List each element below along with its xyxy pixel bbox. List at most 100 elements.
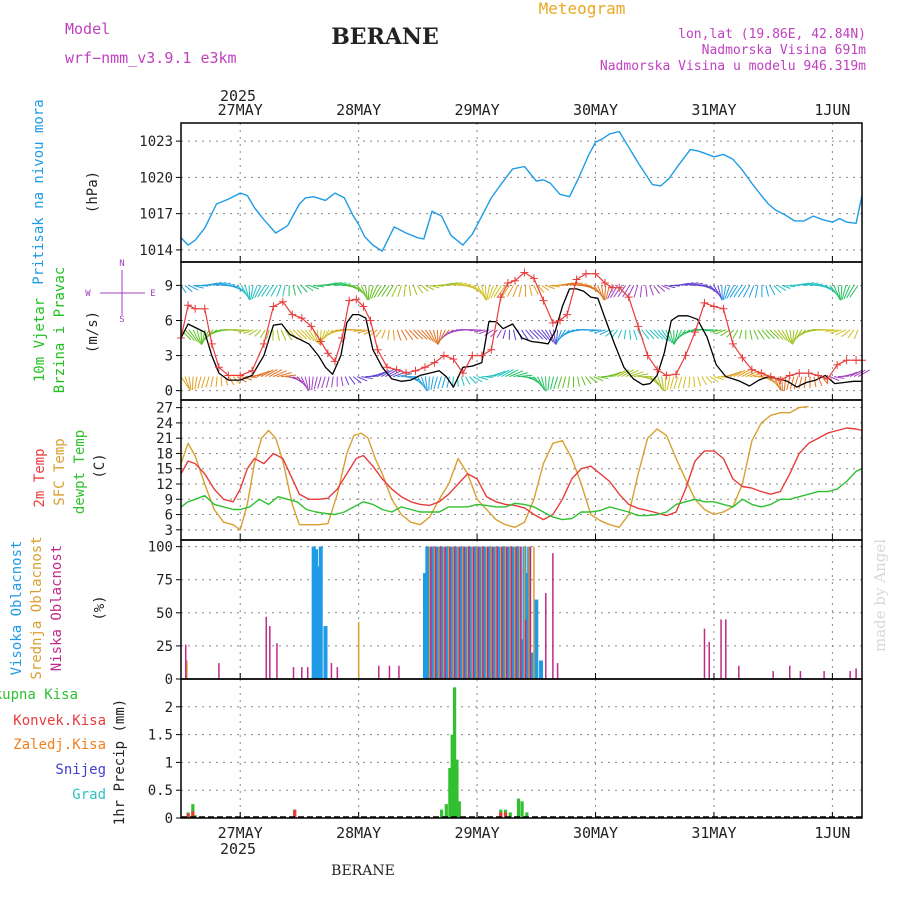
wind-arrow xyxy=(585,376,592,385)
wind-arrow xyxy=(846,285,855,299)
wind-arrow xyxy=(605,329,614,337)
wind-arrow xyxy=(385,369,398,378)
wind-arrow xyxy=(666,376,671,391)
cloud-bar-low xyxy=(269,626,271,679)
product-title: Meteogram xyxy=(539,0,626,18)
wind-arrow xyxy=(424,376,428,391)
wind-arrow xyxy=(713,285,722,299)
cloud-bar-low xyxy=(472,546,475,679)
precip-ytick-label: 1.5 xyxy=(148,728,173,744)
wind-gust-marker xyxy=(411,366,420,375)
wind-arrow xyxy=(313,376,318,390)
wind-arrow xyxy=(521,329,529,340)
wind-arrow xyxy=(192,376,194,391)
wind-arrow xyxy=(697,376,702,387)
cloud-bar-low xyxy=(477,546,480,679)
cloud-bar-high xyxy=(472,546,477,679)
bottom-day-label: 1JUN xyxy=(814,824,850,842)
wind-gust-marker xyxy=(207,339,216,348)
wind-arrow xyxy=(296,329,308,340)
wind-arrow xyxy=(769,285,776,296)
wind-gust-marker xyxy=(700,298,709,307)
wind-arrow xyxy=(809,283,824,286)
cloud-bar-high xyxy=(439,546,444,679)
footer-location: BERANE xyxy=(331,863,395,879)
cloud-bar-high xyxy=(318,546,323,679)
wind-gust-marker xyxy=(359,302,368,311)
cloud-bar-low xyxy=(265,616,268,679)
wind-arrow xyxy=(561,282,574,286)
wind-gust-marker xyxy=(487,345,496,354)
wind-arrow xyxy=(403,285,406,297)
wind-arrow xyxy=(356,285,367,298)
wind-arrow xyxy=(661,329,671,342)
top-day-label: 28MAY xyxy=(336,101,381,119)
wind-arrow xyxy=(545,376,547,391)
precip-panel: 0 0.5 1 1.5 2 xyxy=(148,679,862,827)
wind-gust-marker xyxy=(236,371,245,380)
wind-arrow xyxy=(853,369,866,378)
wind-arrow xyxy=(841,285,847,300)
wind-arrow xyxy=(248,285,251,301)
wind-gust-marker xyxy=(269,302,278,311)
wind-gust-marker xyxy=(672,370,681,379)
cloud-bar-high xyxy=(463,546,468,679)
wind-gust-marker xyxy=(591,269,600,278)
wind-arrow xyxy=(196,329,202,345)
temperature-ytick-label: 9 xyxy=(165,492,173,508)
wind-arrow xyxy=(713,376,724,381)
temperature-ytick-label: 21 xyxy=(156,431,173,447)
wind-arrow xyxy=(729,370,742,378)
cloud-bar-low xyxy=(336,667,339,679)
wind-gust-marker xyxy=(439,351,448,360)
wind-unit: (m/s) xyxy=(85,311,101,353)
wind-arrow xyxy=(633,285,639,298)
cloud-bar-low xyxy=(515,546,517,679)
wind-arrow xyxy=(549,284,560,288)
wind-arrow xyxy=(184,376,191,391)
wind-arrow xyxy=(705,329,718,332)
wind-arrow xyxy=(256,370,270,378)
wind-arrow xyxy=(537,329,548,341)
wind-arrow xyxy=(729,285,739,298)
wind-arrow xyxy=(400,329,408,341)
precip-bar-total xyxy=(457,801,461,818)
cloud-bar-low xyxy=(378,665,380,679)
wind-arrow xyxy=(188,376,192,391)
cloud-bar-low xyxy=(486,546,489,679)
wind-arrow xyxy=(604,285,607,301)
cloud-bar-low xyxy=(301,667,303,679)
wind-arrow xyxy=(617,285,627,298)
precip-bar-convective xyxy=(503,812,508,818)
wind-arrow xyxy=(843,285,851,300)
wind-arrow xyxy=(617,329,623,339)
wind-gust-marker xyxy=(510,276,519,285)
wind-arrow xyxy=(501,369,514,378)
wind-gust-marker xyxy=(747,365,756,374)
wind-arrow xyxy=(370,285,378,299)
wind-arrow xyxy=(416,329,428,340)
wind-arrow xyxy=(512,329,517,341)
precip-ytick-label: 0 xyxy=(165,811,173,827)
wind-arrow xyxy=(557,376,563,389)
wind-gust-marker xyxy=(728,339,737,348)
wind-arrow xyxy=(501,285,510,297)
temperature-ytick-label: 6 xyxy=(165,508,173,524)
wind-arrow xyxy=(425,284,435,291)
wind-arrow xyxy=(325,376,330,388)
wind-arrow xyxy=(391,285,398,297)
wind-arrow xyxy=(250,285,254,300)
wind-arrow xyxy=(238,329,250,333)
wind-arrow xyxy=(567,376,571,388)
wind-arrow xyxy=(300,376,309,390)
wind-arrow xyxy=(331,376,334,388)
sfc-temp-line xyxy=(180,405,809,531)
elevation-text: Nadmorska Visina 691m xyxy=(702,43,867,58)
cloud-bar-low xyxy=(184,644,187,679)
cloud-bar-low xyxy=(772,671,774,679)
wind-arrow xyxy=(717,285,723,300)
wind-arrow xyxy=(547,376,551,391)
cloud-bar-high xyxy=(323,626,328,679)
wind-arrow xyxy=(533,329,544,340)
precip-bar-total xyxy=(525,812,529,818)
